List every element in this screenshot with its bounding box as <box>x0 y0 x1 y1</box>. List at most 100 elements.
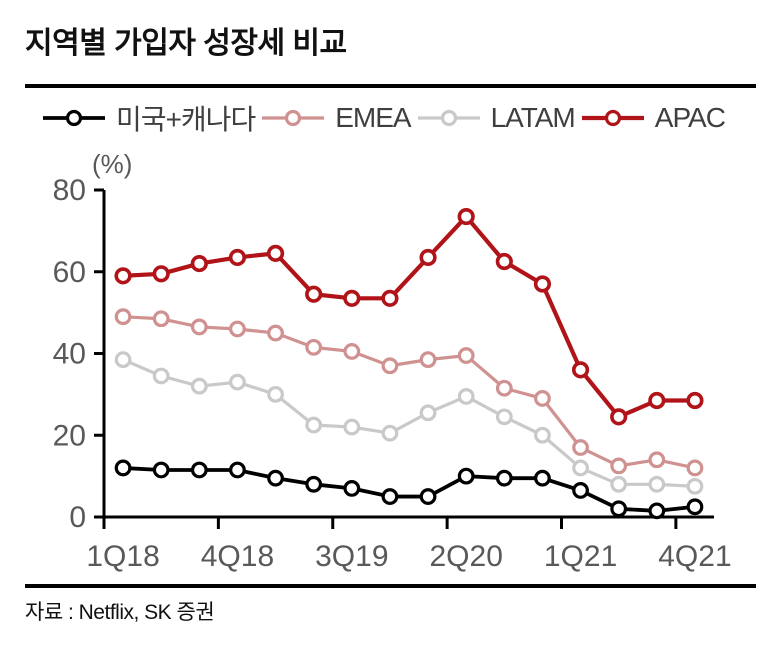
legend-item-us-canada: 미국+캐나다 <box>42 98 256 138</box>
y-axis-unit-label: (%) <box>92 149 132 179</box>
data-point-us-canada <box>457 467 475 485</box>
data-point-us-canada <box>572 482 589 499</box>
x-axis-tick-label: 1Q18 <box>86 540 159 573</box>
x-axis-tick-label: 4Q18 <box>201 540 274 573</box>
growth-line-chart: (%) 0 20 40 60 80 1Q18 4Q18 3Q19 2Q20 1Q21 4Q21 <box>53 149 732 573</box>
data-point-latam <box>495 408 513 426</box>
data-point-apac <box>495 252 513 271</box>
legend-label: APAC <box>654 102 726 133</box>
data-point-emea <box>343 343 361 360</box>
chart-area: (%) 0 20 40 60 80 1Q18 4Q18 3Q19 2Q20 1Q21 4Q21 <box>0 145 767 577</box>
data-point-emea <box>572 439 589 456</box>
data-point-latam <box>381 424 399 442</box>
series-line-latam <box>122 358 696 488</box>
y-axis-tick-label: 40 <box>53 338 86 371</box>
x-axis-tick-label: 2Q20 <box>429 540 502 573</box>
data-point-emea <box>114 308 132 326</box>
series-line-apac <box>122 214 695 419</box>
data-point-apac <box>305 285 323 303</box>
data-point-apac <box>114 267 132 285</box>
data-point-apac <box>648 391 666 410</box>
data-point-apac <box>381 289 399 307</box>
data-point-emea <box>305 338 323 356</box>
data-point-apac <box>419 248 437 267</box>
x-axis-tick-label: 4Q21 <box>658 540 731 573</box>
data-point-us-canada <box>648 502 666 520</box>
data-point-us-canada <box>419 488 437 505</box>
data-point-latam <box>229 373 246 391</box>
data-point-us-canada <box>343 479 361 497</box>
data-point-us-canada <box>267 469 284 487</box>
data-point-us-canada <box>229 461 246 479</box>
data-point-latam <box>267 385 284 403</box>
legend-marker-icon <box>43 109 106 127</box>
data-point-emea <box>457 347 475 364</box>
data-point-apac <box>610 408 628 426</box>
data-point-latam <box>190 377 208 395</box>
data-point-apac <box>266 244 285 262</box>
data-point-apac <box>533 275 552 293</box>
title-divider <box>25 84 756 88</box>
data-point-us-canada <box>381 488 399 505</box>
data-point-us-canada <box>610 500 628 518</box>
legend-label: 미국+캐나다 <box>116 104 256 135</box>
y-axis-tick-label: 20 <box>53 419 86 452</box>
data-point-emea <box>648 451 666 469</box>
series-line-us-canada <box>122 466 696 513</box>
data-point-latam <box>610 475 628 493</box>
data-point-emea <box>381 357 399 375</box>
legend-label: EMEA <box>335 102 411 133</box>
legend-item-emea: EMEA <box>261 102 412 134</box>
data-point-latam <box>648 475 666 493</box>
footer-divider <box>25 584 756 588</box>
data-point-latam <box>534 426 551 444</box>
legend-marker-icon <box>417 109 480 127</box>
series-line-emea <box>122 315 696 470</box>
data-point-apac <box>190 254 208 273</box>
data-point-latam <box>114 351 132 369</box>
data-point-apac <box>686 391 704 410</box>
data-point-emea <box>229 320 246 338</box>
data-point-emea <box>267 324 284 342</box>
legend-item-apac: APAC <box>581 102 726 134</box>
y-axis-tick-label: 0 <box>69 501 86 534</box>
data-point-latam <box>152 367 170 385</box>
data-point-apac <box>343 289 361 307</box>
chart-title: 지역별 가입자 성장세 비교 <box>25 27 347 60</box>
data-point-emea <box>534 390 551 407</box>
y-axis-tick-label: 80 <box>53 174 86 207</box>
data-point-us-canada <box>686 498 704 516</box>
data-point-latam <box>572 459 589 477</box>
legend-marker-icon <box>262 109 325 127</box>
data-point-latam <box>457 388 475 405</box>
data-point-emea <box>419 351 437 369</box>
data-point-apac <box>228 248 247 267</box>
chart-legend: 미국+캐나다 EMEA LATAM APAC <box>0 96 767 140</box>
legend-item-latam: LATAM <box>417 102 576 134</box>
data-point-us-canada <box>534 469 551 487</box>
data-point-emea <box>152 310 170 328</box>
data-point-us-canada <box>495 469 513 487</box>
x-axis-tick-label: 3Q19 <box>315 540 388 573</box>
data-point-emea <box>610 457 628 475</box>
data-point-latam <box>686 477 704 495</box>
data-point-apac <box>571 361 590 379</box>
data-point-apac <box>457 207 475 226</box>
y-axis-tick-label: 60 <box>53 256 86 289</box>
data-point-emea <box>495 379 513 397</box>
data-point-apac <box>152 265 170 283</box>
source-credit: 자료 : Netflix, SK 증권 <box>25 601 215 624</box>
legend-marker-icon <box>581 109 644 127</box>
x-axis-tick-label: 1Q21 <box>544 540 617 573</box>
data-point-emea <box>686 459 704 477</box>
data-point-emea <box>190 318 208 336</box>
data-point-latam <box>343 418 361 436</box>
data-point-us-canada <box>114 459 132 477</box>
data-point-us-canada <box>305 475 323 493</box>
data-point-latam <box>305 416 323 434</box>
data-point-us-canada <box>190 461 208 479</box>
data-point-us-canada <box>152 461 170 479</box>
data-point-latam <box>419 404 437 422</box>
legend-label: LATAM <box>490 102 576 133</box>
